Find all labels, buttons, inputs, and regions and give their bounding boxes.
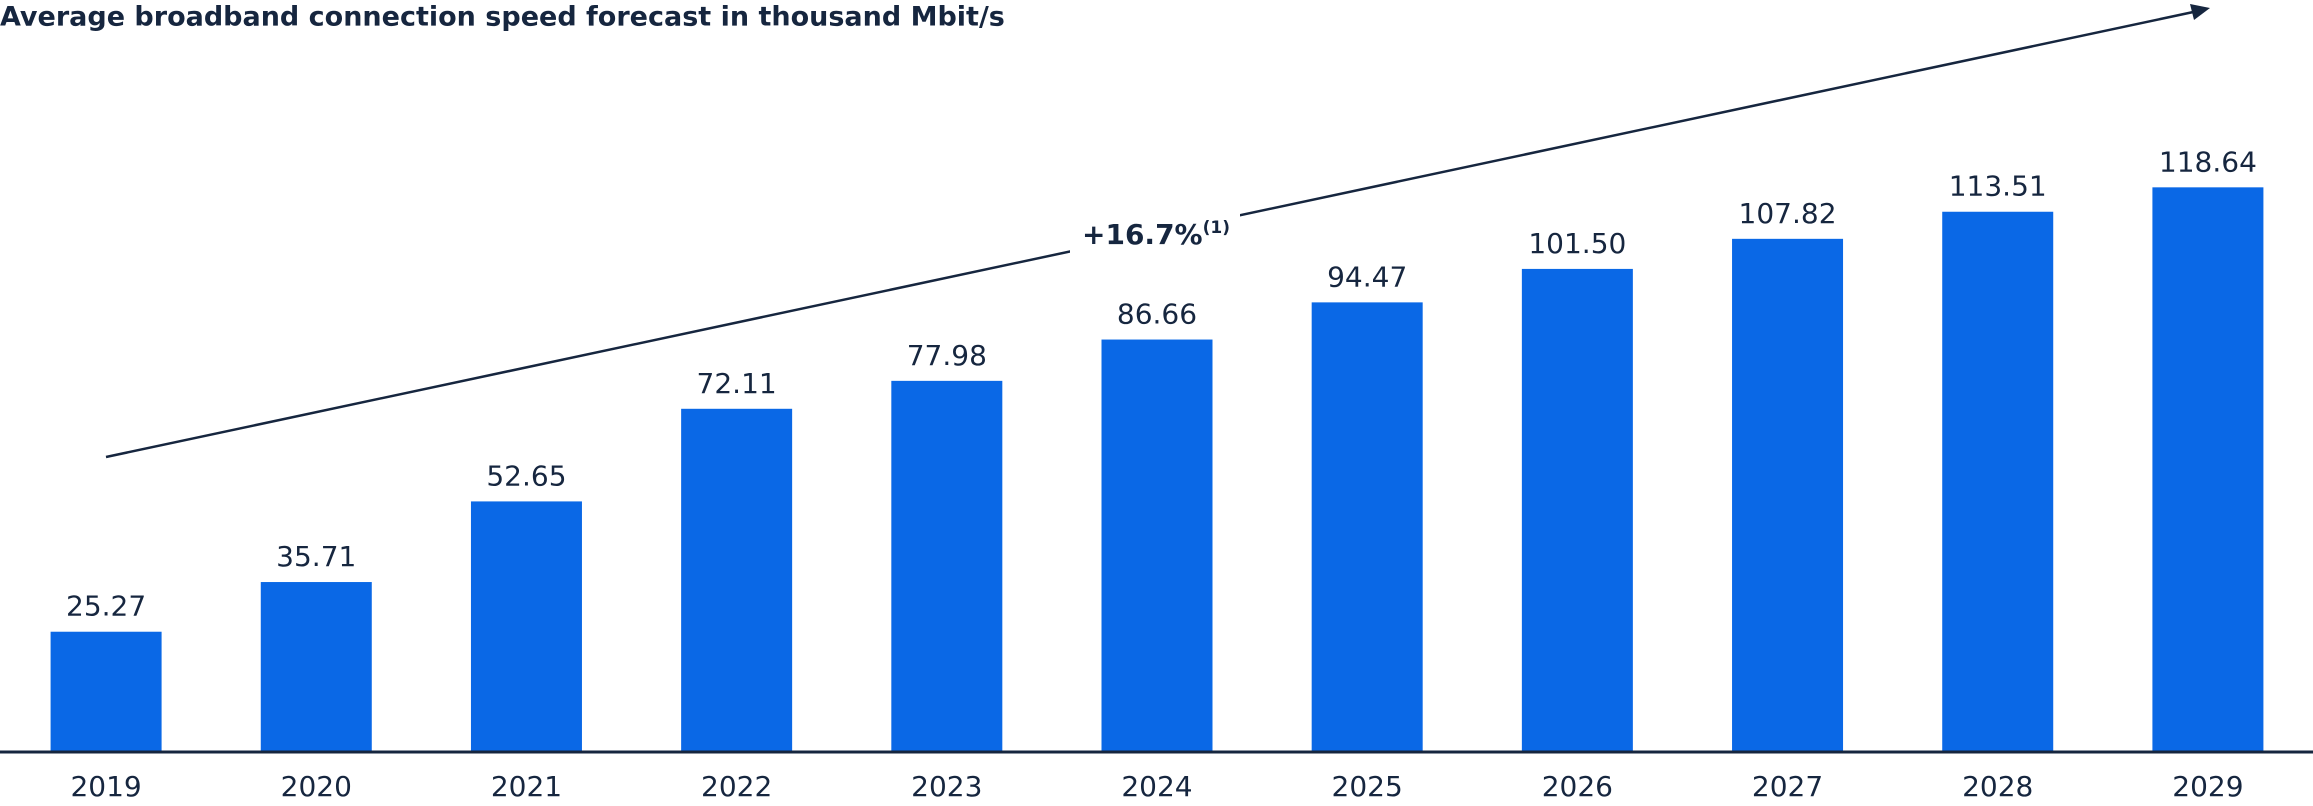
x-tick-label: 2023: [911, 770, 982, 803]
x-tick-label: 2028: [1962, 770, 2033, 803]
annotation-background: [1070, 210, 1240, 260]
value-label: 25.27: [66, 590, 146, 623]
annotation-note: (1): [1203, 218, 1230, 238]
value-label: 35.71: [276, 540, 356, 573]
bar: [260, 582, 372, 752]
value-label: 52.65: [486, 459, 566, 492]
x-tick-label: 2021: [491, 770, 562, 803]
value-label: 72.11: [697, 367, 777, 400]
value-label: 113.51: [1949, 170, 2047, 203]
value-label: 77.98: [907, 339, 987, 372]
x-tick-label: 2019: [70, 770, 141, 803]
value-label: 94.47: [1327, 260, 1407, 293]
x-tick-label: 2022: [701, 770, 772, 803]
x-tick-label: 2026: [1542, 770, 1613, 803]
bar: [2152, 187, 2264, 752]
bar: [1942, 211, 2054, 752]
x-tick-label: 2020: [281, 770, 352, 803]
bar: [1101, 339, 1213, 752]
bar: [1732, 238, 1844, 752]
value-label: 101.50: [1528, 227, 1626, 260]
bar: [470, 501, 582, 752]
x-tick-label: 2029: [2172, 770, 2243, 803]
value-label: 118.64: [2159, 145, 2257, 178]
annotation: +16.7%(1): [1082, 218, 1230, 251]
trend-arrow-head: [2190, 4, 2210, 20]
annotation-value: +16.7%: [1082, 218, 1203, 251]
value-label: 86.66: [1117, 298, 1197, 331]
bar: [50, 631, 162, 752]
x-tick-label: 2025: [1332, 770, 1403, 803]
bar: [681, 408, 793, 752]
x-tick-label: 2027: [1752, 770, 1823, 803]
value-label: 107.82: [1739, 197, 1837, 230]
bar: [1521, 268, 1633, 752]
chart-title: Average broadband connection speed forec…: [0, 2, 1005, 33]
bar: [891, 380, 1003, 752]
bar: [1311, 302, 1423, 752]
x-tick-label: 2024: [1121, 770, 1192, 803]
